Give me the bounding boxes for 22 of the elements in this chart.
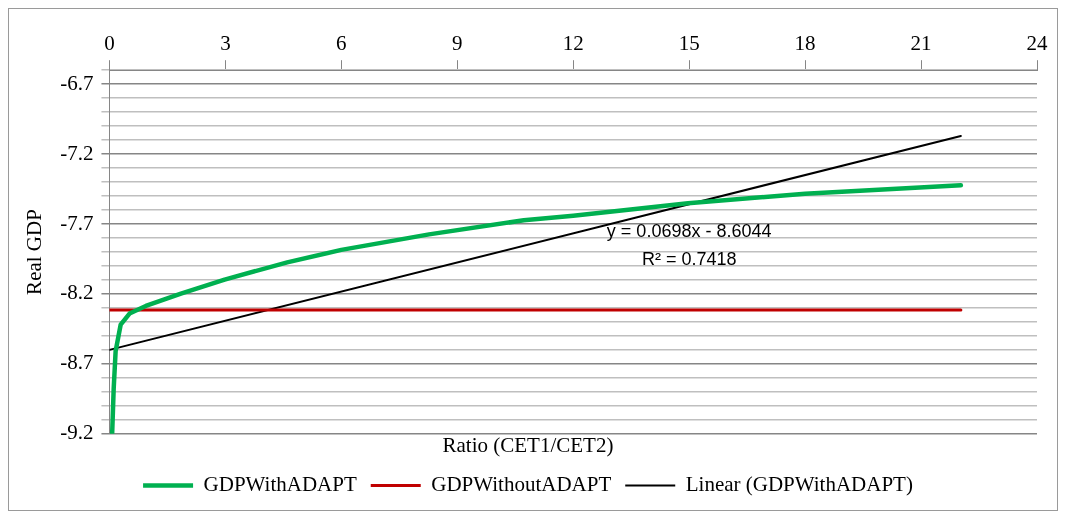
x-tick-label: 9	[452, 31, 463, 56]
x-tick-label: 21	[910, 31, 932, 56]
annotation: y = 0.0698x - 8.6044	[606, 220, 772, 241]
x-tick-label: 15	[678, 31, 700, 56]
y-tick-label: -8.2	[60, 280, 94, 305]
x-axis-title: Ratio (CET1/CET2)	[442, 432, 614, 457]
annotation: R² = 0.7418	[641, 248, 737, 269]
x-tick-label: 0	[104, 31, 115, 56]
legend-label: GDPWithADAPT	[203, 472, 357, 497]
y-tick-label: -6.7	[60, 70, 94, 95]
legend-label: GDPWithoutADAPT	[431, 472, 612, 497]
y-tick-label: -7.2	[60, 140, 94, 165]
x-tick-label: 24	[1026, 31, 1048, 56]
x-tick-label: 18	[794, 31, 816, 56]
y-tick-label: -8.7	[60, 350, 94, 375]
y-tick-label: -7.7	[60, 210, 94, 235]
y-axis-title: Real GDP	[22, 209, 47, 295]
y-tick-label: -9.2	[60, 420, 94, 445]
legend-label: Linear (GDPWithADAPT)	[685, 472, 913, 497]
x-tick-label: 12	[562, 31, 584, 56]
x-tick-label: 3	[220, 31, 231, 56]
x-tick-label: 6	[336, 31, 347, 56]
